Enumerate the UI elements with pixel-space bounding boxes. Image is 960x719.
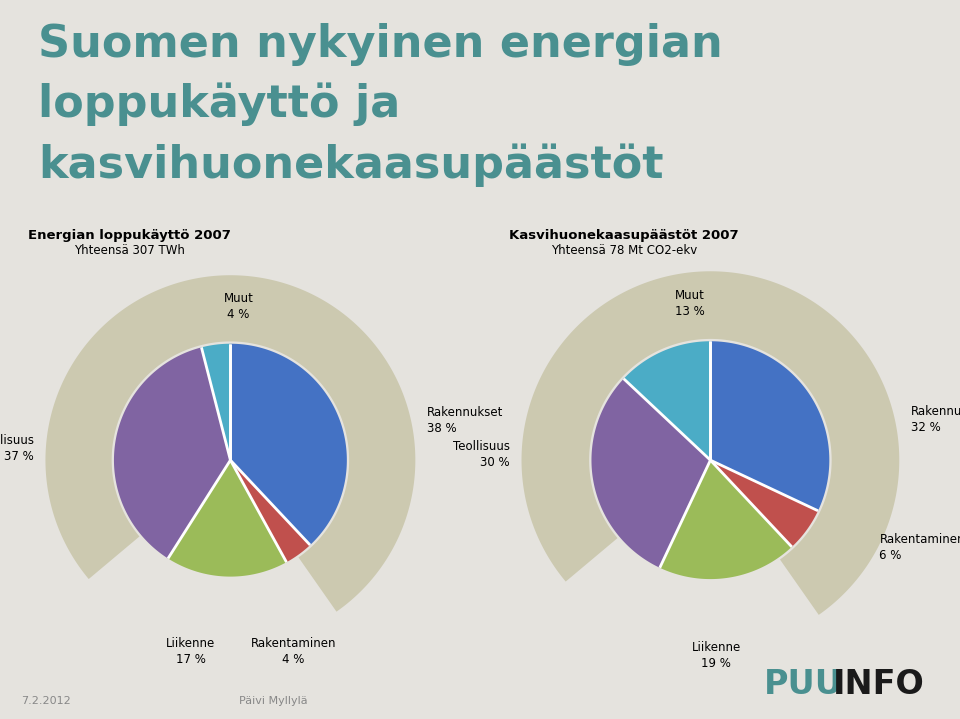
Polygon shape (624, 342, 710, 460)
Polygon shape (710, 342, 829, 510)
Text: Yhteensä 78 Mt CO2-ekv: Yhteensä 78 Mt CO2-ekv (551, 244, 697, 257)
Polygon shape (521, 271, 900, 615)
Text: Rakentaminen
6 %: Rakentaminen 6 % (879, 533, 960, 562)
Text: loppukäyttö ja: loppukäyttö ja (38, 83, 400, 127)
Text: PUU: PUU (764, 668, 843, 701)
Polygon shape (168, 460, 286, 577)
Text: Rakentaminen
4 %: Rakentaminen 4 % (251, 637, 336, 666)
Polygon shape (45, 275, 416, 612)
Polygon shape (202, 344, 230, 460)
Text: Rakennukset
38 %: Rakennukset 38 % (427, 406, 503, 435)
Text: Liikenne
17 %: Liikenne 17 % (166, 637, 215, 666)
Text: kasvihuonekaasupäästöt: kasvihuonekaasupäästöt (38, 144, 664, 188)
Text: Kasvihuonekaasupäästöt 2007: Kasvihuonekaasupäästöt 2007 (509, 229, 739, 242)
Text: Päivi Myllylä: Päivi Myllylä (239, 696, 308, 706)
Text: Liikenne
19 %: Liikenne 19 % (691, 641, 741, 670)
Text: Suomen nykyinen energian: Suomen nykyinen energian (38, 23, 723, 66)
Polygon shape (710, 460, 818, 547)
Polygon shape (114, 347, 230, 559)
Polygon shape (591, 379, 710, 568)
Text: Yhteensä 307 TWh: Yhteensä 307 TWh (74, 244, 185, 257)
Polygon shape (230, 460, 310, 562)
Text: INFO: INFO (833, 668, 925, 701)
Text: Muut
4 %: Muut 4 % (224, 292, 253, 321)
Polygon shape (660, 460, 792, 579)
Text: 7.2.2012: 7.2.2012 (21, 696, 71, 706)
Text: Teollisuus
30 %: Teollisuus 30 % (453, 440, 510, 469)
Polygon shape (230, 344, 347, 545)
Text: Energian loppukäyttö 2007: Energian loppukäyttö 2007 (28, 229, 231, 242)
Text: Muut
13 %: Muut 13 % (675, 289, 705, 318)
Text: Teollisuus
37 %: Teollisuus 37 % (0, 434, 34, 463)
Text: Rakennukset
32 %: Rakennukset 32 % (911, 405, 960, 434)
